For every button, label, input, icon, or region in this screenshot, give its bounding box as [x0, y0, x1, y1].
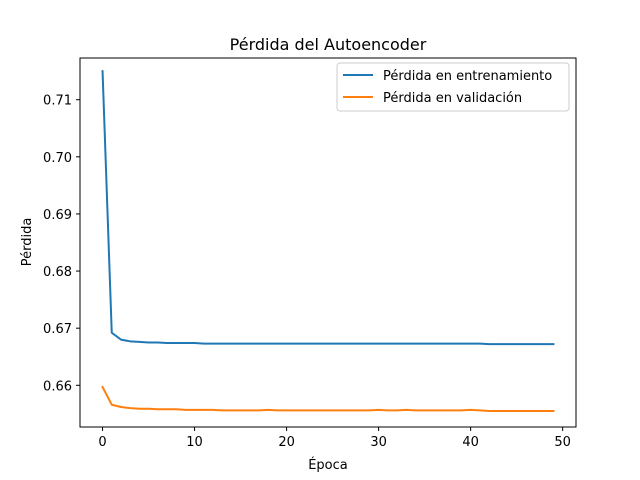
x-tick-label: 10 — [186, 435, 203, 450]
x-tick-label: 50 — [554, 435, 571, 450]
x-tick-label: 40 — [462, 435, 479, 450]
chart-title: Pérdida del Autoencoder — [230, 35, 427, 54]
y-tick-label: 0.68 — [43, 265, 72, 280]
y-axis: 0.66 0.67 0.68 0.69 0.70 0.71 — [43, 94, 80, 394]
legend-label-training: Pérdida en entrenamiento — [383, 69, 552, 84]
y-tick-label: 0.69 — [43, 208, 72, 223]
plot-area: 0 10 20 30 40 50 0.66 0.67 0.68 0.69 0.70 0.71 — [43, 57, 577, 450]
legend-label-validation: Pérdida en validación — [383, 91, 522, 106]
legend-box — [336, 62, 570, 112]
y-tick-label: 0.66 — [43, 379, 72, 394]
series-line-training — [101, 70, 555, 346]
legend: Pérdida en entrenamiento Pérdida en vali… — [336, 62, 570, 112]
x-tick-label: 30 — [370, 435, 387, 450]
y-tick-label: 0.70 — [43, 151, 72, 166]
y-tick-label: 0.67 — [43, 322, 72, 337]
x-tick-label: 20 — [278, 435, 295, 450]
y-axis-label: Pérdida — [20, 218, 35, 267]
y-tick-label: 0.71 — [43, 94, 72, 109]
x-axis-label: Época — [308, 457, 348, 473]
axes-frame — [79, 57, 577, 428]
series-line-validation — [101, 385, 555, 413]
x-axis: 0 10 20 30 40 50 — [98, 427, 571, 450]
x-tick-label: 0 — [98, 435, 106, 450]
series-layer — [101, 70, 555, 413]
